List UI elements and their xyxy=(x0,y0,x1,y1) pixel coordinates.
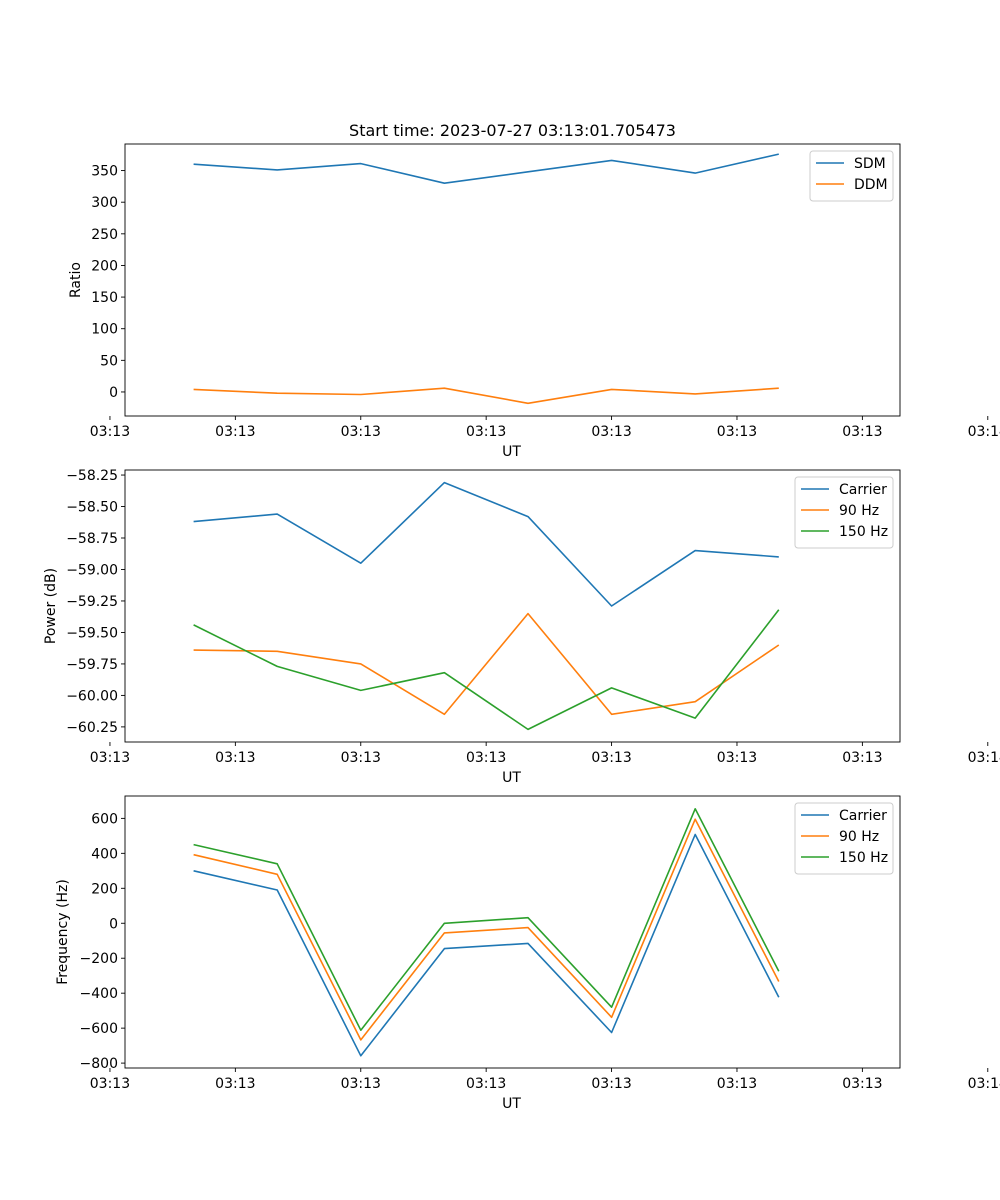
series-line-90-hz xyxy=(193,818,780,1041)
y-tick-label: 200 xyxy=(91,258,118,274)
x-tick-label: 03:13 xyxy=(215,424,255,440)
y-tick-label: −60.25 xyxy=(66,720,118,736)
x-tick-label: 03:13 xyxy=(591,750,631,766)
y-tick-label: −600 xyxy=(80,1021,118,1037)
y-tick-label: 350 xyxy=(91,164,118,180)
y-tick-label: 0 xyxy=(109,916,118,932)
legend: Carrier 90 Hz 150 Hz xyxy=(794,476,894,549)
axes-frame xyxy=(124,143,901,417)
y-tick-label: 250 xyxy=(91,227,118,243)
legend-entry-label: 150 Hz xyxy=(839,524,888,540)
x-tick-label: 03:13 xyxy=(215,750,255,766)
y-tick-label: 400 xyxy=(91,846,118,862)
axes-frame xyxy=(124,469,901,743)
subplot-1: 03:13 03:13 03:13 03:13 03:13 03:13 03:13 03:14… xyxy=(68,143,1000,460)
y-tick-label: 150 xyxy=(91,290,118,306)
x-tick-label: 03:13 xyxy=(717,1076,757,1092)
y-tick-label: 300 xyxy=(91,195,118,211)
x-tick-label: 03:13 xyxy=(717,750,757,766)
series-line-ddm xyxy=(193,387,779,405)
x-tick-label: 03:13 xyxy=(341,1076,381,1092)
legend-entry-label: DDM xyxy=(854,177,888,193)
x-tick-label: 03:13 xyxy=(215,1076,255,1092)
x-tick-label: 03:14 xyxy=(968,750,1000,766)
x-tick-label: 03:13 xyxy=(591,1076,631,1092)
y-tick-label: −59.00 xyxy=(66,562,118,578)
series-line-carrier xyxy=(193,481,779,607)
y-tick-label: −400 xyxy=(80,986,118,1002)
y-tick-label: −200 xyxy=(80,951,118,967)
y-axis-label: Power (dB) xyxy=(43,568,59,644)
x-axis-label: UT xyxy=(502,1096,521,1112)
legend-entry-label: 150 Hz xyxy=(839,850,888,866)
y-tick-label: 600 xyxy=(91,811,118,827)
series-line-carrier xyxy=(193,833,780,1057)
x-tick-label: 03:13 xyxy=(591,424,631,440)
y-tick-label: −59.25 xyxy=(66,594,118,610)
y-tick-label: −58.50 xyxy=(66,500,118,516)
y-tick-label: −59.75 xyxy=(66,657,118,673)
x-tick-label: 03:13 xyxy=(90,750,130,766)
series-line-150-hz xyxy=(193,609,780,731)
y-tick-label: −58.75 xyxy=(66,531,118,547)
x-tick-label: 03:14 xyxy=(968,1076,1000,1092)
x-tick-label: 03:13 xyxy=(466,424,506,440)
y-axis-label: Frequency (Hz) xyxy=(55,879,71,985)
x-tick-label: 03:13 xyxy=(717,424,757,440)
series-line-150-hz xyxy=(193,807,780,1031)
x-axis-label: UT xyxy=(502,444,521,460)
axes-frame xyxy=(124,795,901,1069)
legend-entry-label: SDM xyxy=(854,156,886,172)
legend-entry-label: Carrier xyxy=(839,808,887,824)
x-tick-label: 03:13 xyxy=(466,1076,506,1092)
legend-entry-label: 90 Hz xyxy=(839,829,879,845)
x-tick-label: 03:13 xyxy=(90,424,130,440)
legend-entry-label: Carrier xyxy=(839,482,887,498)
y-tick-label: −59.50 xyxy=(66,625,118,641)
y-tick-label: −60.00 xyxy=(66,688,118,704)
legend-entry-label: 90 Hz xyxy=(839,503,879,519)
x-tick-label: 03:14 xyxy=(968,424,1000,440)
x-tick-label: 03:13 xyxy=(842,750,882,766)
y-tick-label: 100 xyxy=(91,322,118,338)
x-tick-label: 03:13 xyxy=(90,1076,130,1092)
x-tick-label: 03:13 xyxy=(466,750,506,766)
y-axis-label: Ratio xyxy=(68,262,84,298)
figure-title: Start time: 2023-07-27 03:13:01.705473 xyxy=(349,121,676,140)
subplot-3: 03:13 03:13 03:13 03:13 03:13 03:13 03:13 03:14… xyxy=(55,795,1000,1112)
legend: SDM DDM xyxy=(809,150,894,202)
legend: Carrier 90 Hz 150 Hz xyxy=(794,802,894,875)
y-tick-label: 0 xyxy=(109,385,118,401)
y-tick-label: 200 xyxy=(91,881,118,897)
series-line-90-hz xyxy=(193,612,780,716)
x-tick-label: 03:13 xyxy=(842,1076,882,1092)
y-tick-label: −58.25 xyxy=(66,468,118,484)
x-tick-label: 03:13 xyxy=(341,424,381,440)
y-tick-label: −800 xyxy=(80,1056,118,1072)
x-axis-label: UT xyxy=(502,770,521,786)
series-line-sdm xyxy=(193,153,779,184)
subplot-2: 03:13 03:13 03:13 03:13 03:13 03:13 03:13 03:14… xyxy=(43,468,1000,786)
y-tick-label: 50 xyxy=(100,353,118,369)
x-tick-label: 03:13 xyxy=(842,424,882,440)
subplots-group: 03:13 03:13 03:13 03:13 03:13 03:13 03:13 03:14… xyxy=(43,143,1000,1112)
x-tick-label: 03:13 xyxy=(341,750,381,766)
